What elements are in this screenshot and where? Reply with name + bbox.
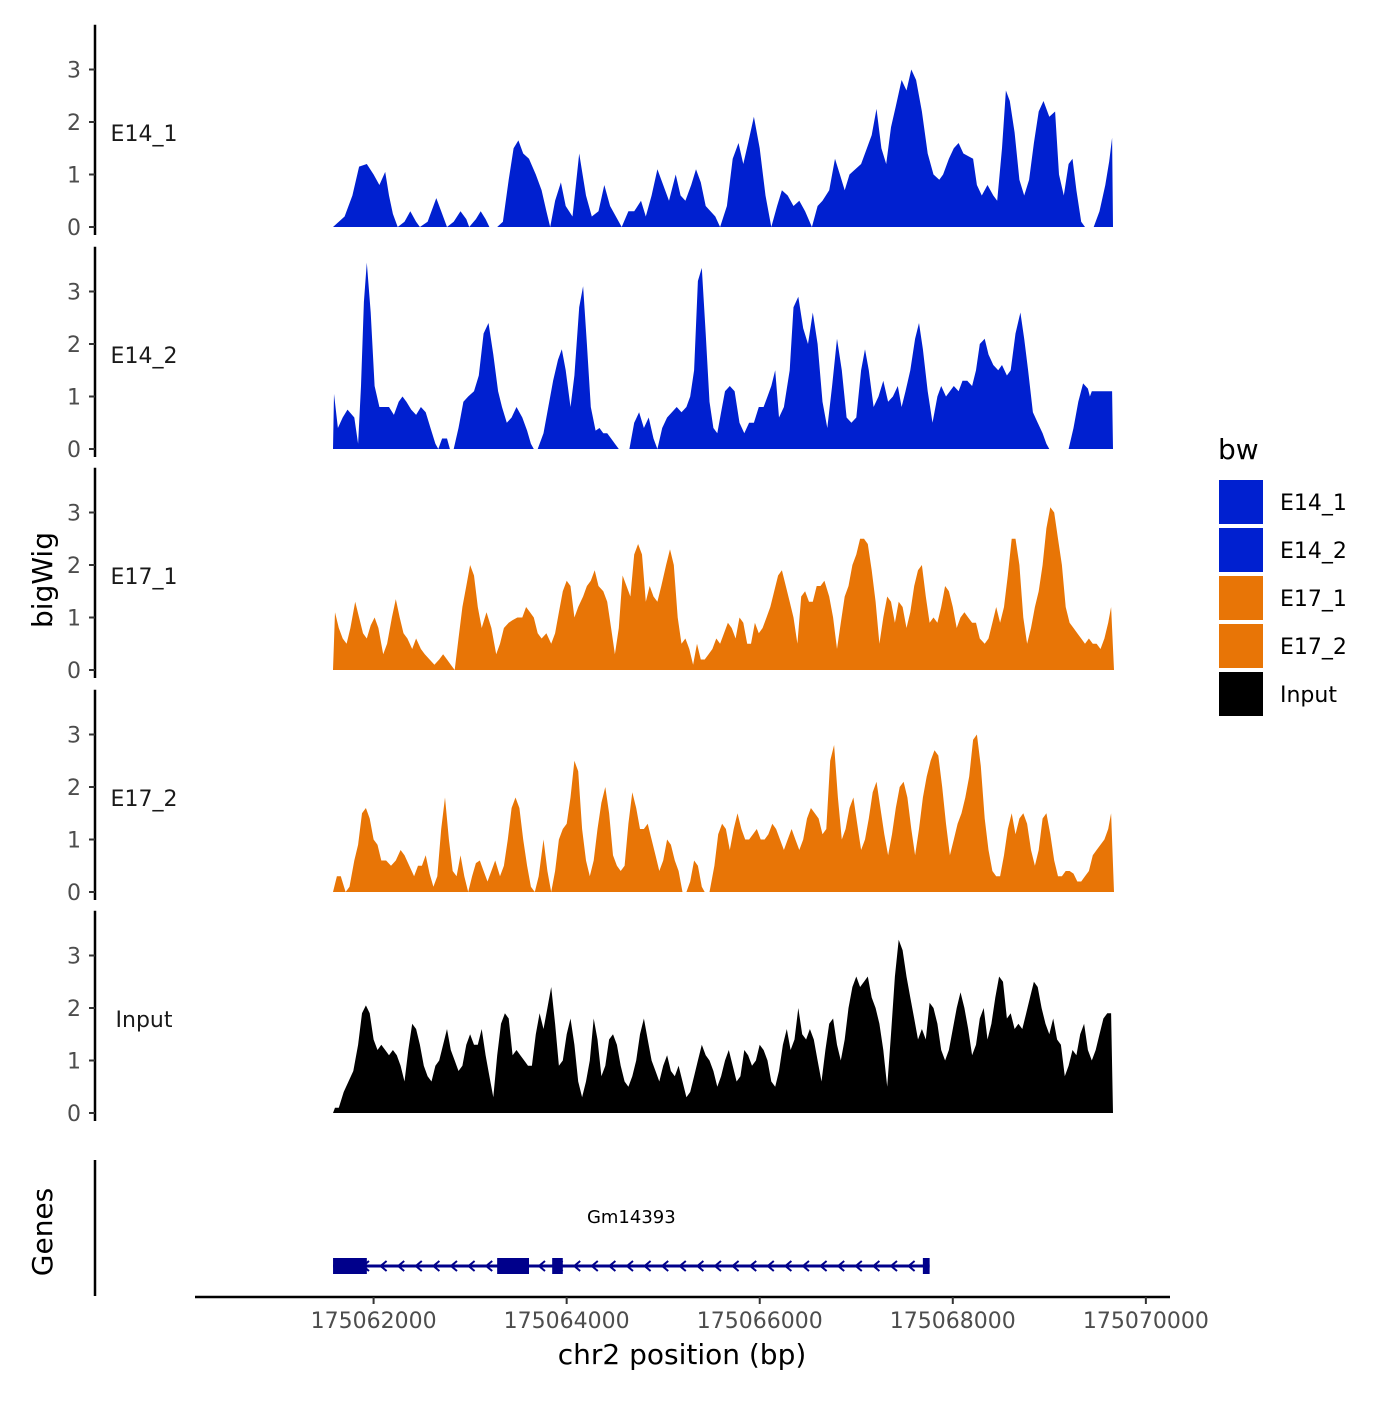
gene-exon bbox=[552, 1258, 563, 1274]
legend-label: E17_2 bbox=[1280, 635, 1347, 660]
coverage-area bbox=[333, 69, 1113, 227]
strand-arrow-icon bbox=[678, 1260, 687, 1272]
y-tick-label: 3 bbox=[67, 281, 81, 306]
strand-arrow-icon bbox=[572, 1260, 581, 1272]
y-tick-label: 3 bbox=[67, 502, 81, 527]
y-tick-label: 3 bbox=[67, 945, 81, 970]
track-e17-1: 0 1 2 3 E17_1 bbox=[67, 467, 1114, 684]
y-tick-label: 3 bbox=[67, 724, 81, 749]
strand-arrow-icon bbox=[660, 1260, 669, 1272]
coverage-tracks: 0 1 2 3 E14_1 0 1 2 3 E14_2 0 1 2 3 E17_1 0 1 2 3 E17_2 0 1 2 3… bbox=[67, 24, 1114, 1127]
y-tick-label: 2 bbox=[67, 333, 81, 358]
strand-arrow-icon bbox=[783, 1260, 793, 1272]
y-tick-label: 2 bbox=[67, 554, 81, 579]
strand-arrow-icon bbox=[431, 1260, 441, 1272]
coverage-area bbox=[333, 734, 1114, 892]
y-tick-label: 0 bbox=[67, 659, 81, 684]
strand-arrow-icon bbox=[766, 1260, 775, 1272]
legend-title: bw bbox=[1218, 433, 1259, 466]
y-tick-label: 2 bbox=[67, 111, 81, 136]
strand-arrow-icon bbox=[396, 1260, 405, 1272]
x-axis-title: chr2 position (bp) bbox=[558, 1338, 807, 1371]
gene-name-label: Gm14393 bbox=[587, 1207, 676, 1228]
legend: bw E14_1 E14_2 E17_1 E17_2 Input bbox=[1218, 433, 1347, 716]
strand-arrow-icon bbox=[748, 1260, 757, 1272]
strand-arrow-icon bbox=[537, 1260, 546, 1272]
strand-arrow-icon bbox=[713, 1260, 722, 1272]
y-tick-label: 1 bbox=[67, 607, 81, 632]
y-tick-label: 1 bbox=[67, 1050, 81, 1075]
y-tick-label: 2 bbox=[67, 997, 81, 1022]
legend-swatch bbox=[1219, 528, 1263, 572]
legend-swatch bbox=[1219, 480, 1263, 524]
y-tick-label: 1 bbox=[67, 829, 81, 854]
strand-arrow-icon bbox=[695, 1260, 705, 1272]
y-tick-label: 0 bbox=[67, 438, 81, 463]
y-tick-label: 0 bbox=[67, 1102, 81, 1127]
legend-label: E17_1 bbox=[1280, 587, 1347, 612]
strand-arrow-icon bbox=[379, 1260, 388, 1272]
x-tick-label: 175064000 bbox=[504, 1309, 630, 1334]
y-tick-label: 3 bbox=[67, 59, 81, 84]
track-e17-2: 0 1 2 3 E17_2 bbox=[67, 689, 1114, 906]
strand-arrow-icon bbox=[590, 1260, 599, 1272]
x-tick-label: 175070000 bbox=[1083, 1309, 1209, 1334]
strand-arrow-icon bbox=[819, 1260, 828, 1272]
y-tick-label: 1 bbox=[67, 386, 81, 411]
strand-arrow-icon bbox=[607, 1260, 617, 1272]
strand-arrow-icon bbox=[836, 1260, 845, 1272]
y-tick-label: 0 bbox=[67, 216, 81, 241]
legend-swatch bbox=[1219, 624, 1263, 668]
legend-label: Input bbox=[1280, 683, 1337, 708]
strand-arrow-icon bbox=[889, 1260, 898, 1272]
x-axis: 175062000 175064000 175066000 175068000 1750… bbox=[195, 1295, 1209, 1334]
track-label: E14_2 bbox=[111, 344, 178, 369]
y-axis-title: bigWig bbox=[26, 532, 59, 628]
gene-exon bbox=[922, 1258, 930, 1274]
genes-panel-title: Genes bbox=[26, 1188, 59, 1276]
strand-arrow-icon bbox=[467, 1260, 476, 1272]
strand-arrow-icon bbox=[801, 1260, 810, 1272]
y-tick-label: 0 bbox=[67, 881, 81, 906]
x-tick-label: 175062000 bbox=[311, 1309, 437, 1334]
gene-exon bbox=[333, 1258, 367, 1274]
legend-label: E14_2 bbox=[1280, 539, 1347, 564]
track-label: E17_1 bbox=[111, 565, 178, 590]
strand-arrow-icon bbox=[449, 1260, 458, 1272]
x-tick-label: 175068000 bbox=[890, 1309, 1016, 1334]
gene-gm14393: Gm14393 bbox=[333, 1207, 930, 1274]
strand-arrow-icon bbox=[907, 1260, 916, 1272]
strand-arrow-icon bbox=[854, 1260, 863, 1272]
gene-annotation-panel: Gm14393 bbox=[93, 1160, 930, 1296]
strand-arrow-icon bbox=[414, 1260, 423, 1272]
legend-label: E14_1 bbox=[1280, 491, 1347, 516]
track-e14-2: 0 1 2 3 E14_2 bbox=[67, 246, 1113, 463]
track-label: Input bbox=[116, 1008, 173, 1033]
legend-swatch bbox=[1219, 672, 1263, 716]
strand-arrow-icon bbox=[625, 1260, 634, 1272]
strand-arrow-icon bbox=[643, 1260, 652, 1272]
strand-arrow-icon bbox=[871, 1260, 881, 1272]
strand-arrow-icon bbox=[731, 1260, 740, 1272]
x-tick-label: 175066000 bbox=[697, 1309, 823, 1334]
y-tick-label: 1 bbox=[67, 164, 81, 189]
legend-swatch bbox=[1219, 576, 1263, 620]
track-e14-1: 0 1 2 3 E14_1 bbox=[67, 24, 1113, 241]
track-label: E17_2 bbox=[111, 787, 178, 812]
y-tick-label: 2 bbox=[67, 776, 81, 801]
coverage-area bbox=[333, 262, 1113, 449]
coverage-area bbox=[333, 507, 1114, 670]
gene-exon bbox=[497, 1258, 530, 1274]
strand-arrow-icon bbox=[484, 1260, 493, 1272]
track-input: 0 1 2 3 Input bbox=[67, 910, 1113, 1127]
track-label: E14_1 bbox=[111, 122, 178, 147]
coverage-area bbox=[333, 939, 1113, 1113]
